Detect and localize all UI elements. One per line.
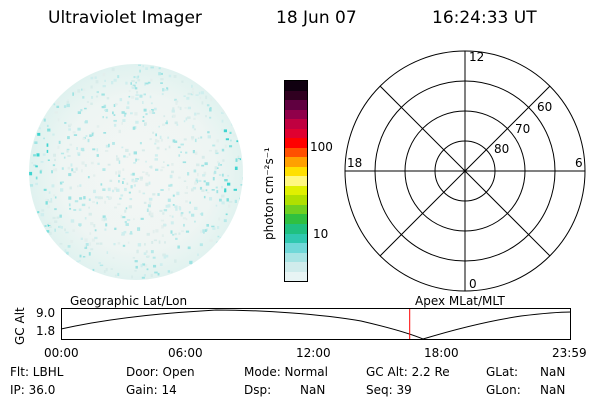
colorbar-band: [285, 81, 307, 91]
colorbar-band: [285, 195, 307, 205]
timeline-frame: [61, 308, 571, 340]
status-glon-label: GLon:: [486, 383, 521, 397]
mlt-label-6: 6: [575, 156, 583, 170]
colorbar-band: [285, 90, 307, 101]
timeline-label-apex: Apex MLat/MLT: [415, 294, 505, 308]
timeline-x-tick-0000: 00:00: [44, 346, 79, 360]
timeline-x-tick-1200: 12:00: [296, 346, 331, 360]
colorbar-band: [285, 109, 307, 120]
timeline-label-geographic: Geographic Lat/Lon: [70, 294, 188, 308]
colorbar: [284, 80, 308, 282]
colorbar-band: [285, 128, 307, 139]
status-mode: Mode: Normal: [244, 365, 328, 379]
instrument-title: Ultraviolet Imager: [48, 8, 202, 28]
timeline-x-tick-0600: 06:00: [168, 346, 203, 360]
status-gain: Gain: 14: [126, 383, 177, 397]
timeline-plot: [60, 308, 572, 340]
lat-label-70: 70: [515, 122, 530, 136]
status-door: Door: Open: [126, 365, 195, 379]
polar-diagonal-2: [379, 85, 551, 257]
status-glat-label: GLat:: [486, 365, 519, 379]
observation-date: 18 Jun 07: [276, 8, 357, 28]
colorbar-band: [285, 157, 307, 167]
timeline-x-tick-2359: 23:59: [552, 346, 587, 360]
status-glat-value: NaN: [540, 365, 566, 379]
mlt-label-18: 18: [347, 156, 362, 170]
colorbar-band: [285, 100, 307, 110]
colorbar-band: [285, 233, 307, 244]
colorbar-unit-label: photon cm⁻²s⁻¹: [262, 147, 276, 240]
colorbar-band: [285, 166, 307, 177]
disk-speckle-layer: [29, 64, 243, 280]
status-seq: Seq: 39: [366, 383, 412, 397]
colorbar-band: [285, 204, 307, 215]
colorbar-band: [285, 214, 307, 224]
colorbar-tick-100: 100: [310, 140, 333, 154]
colorbar-band: [285, 243, 307, 253]
lat-label-80: 80: [494, 142, 509, 156]
colorbar-band: [285, 223, 307, 234]
colorbar-tick-10: 10: [313, 227, 329, 241]
timeline-y-tick-low: 1.8: [36, 324, 56, 338]
polar-grid: 12 18 6 0 60 70 80: [344, 50, 586, 292]
earth-disk-image: [29, 64, 243, 280]
colorbar-band: [285, 176, 307, 186]
colorbar-band: [285, 138, 307, 148]
colorbar-band: [285, 252, 307, 263]
colorbar-band: [285, 271, 307, 282]
status-dsp-value: NaN: [300, 383, 326, 397]
status-glon-value: NaN: [540, 383, 566, 397]
timeline-y-tick-high: 9.0: [36, 306, 56, 320]
mlt-label-0: 0: [469, 277, 477, 291]
status-gc-alt: GC Alt: 2.2 Re: [366, 365, 450, 379]
colorbar-band: [285, 147, 307, 158]
colorbar-band: [285, 185, 307, 196]
altitude-curve: [60, 309, 572, 340]
status-filter: Flt: LBHL: [10, 365, 64, 379]
mlt-label-12: 12: [469, 50, 484, 64]
colorbar-band: [285, 119, 307, 129]
status-dsp-label: Dsp:: [244, 383, 272, 397]
observation-time: 16:24:33 UT: [432, 8, 537, 28]
colorbar-band: [285, 262, 307, 272]
status-ip: IP: 36.0: [10, 383, 56, 397]
timeline-y-axis-label: GC Alt: [13, 307, 27, 345]
timeline-x-tick-1800: 18:00: [424, 346, 459, 360]
lat-label-60: 60: [537, 100, 552, 114]
